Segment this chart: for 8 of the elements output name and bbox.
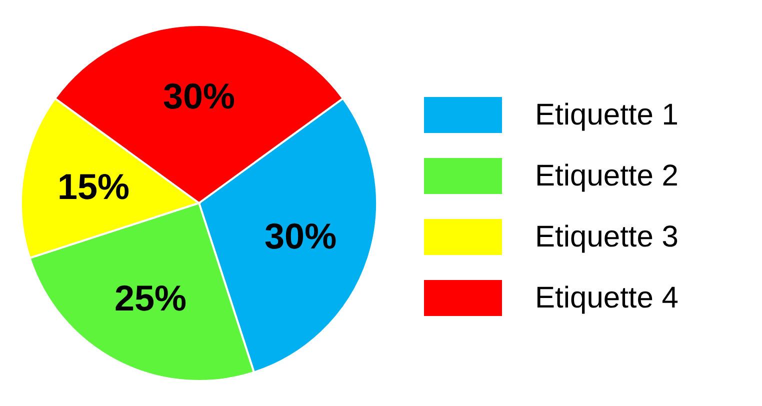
- legend-label: Etiquette 1: [535, 98, 678, 132]
- data-label: 15%: [57, 166, 130, 207]
- data-label: 25%: [114, 278, 187, 319]
- legend-label: Etiquette 4: [535, 282, 678, 314]
- data-label: 30%: [162, 76, 236, 117]
- data-label: 30%: [264, 216, 337, 257]
- legend-label: Etiquette 2: [535, 160, 678, 192]
- legend-label: Etiquette 3: [535, 220, 678, 254]
